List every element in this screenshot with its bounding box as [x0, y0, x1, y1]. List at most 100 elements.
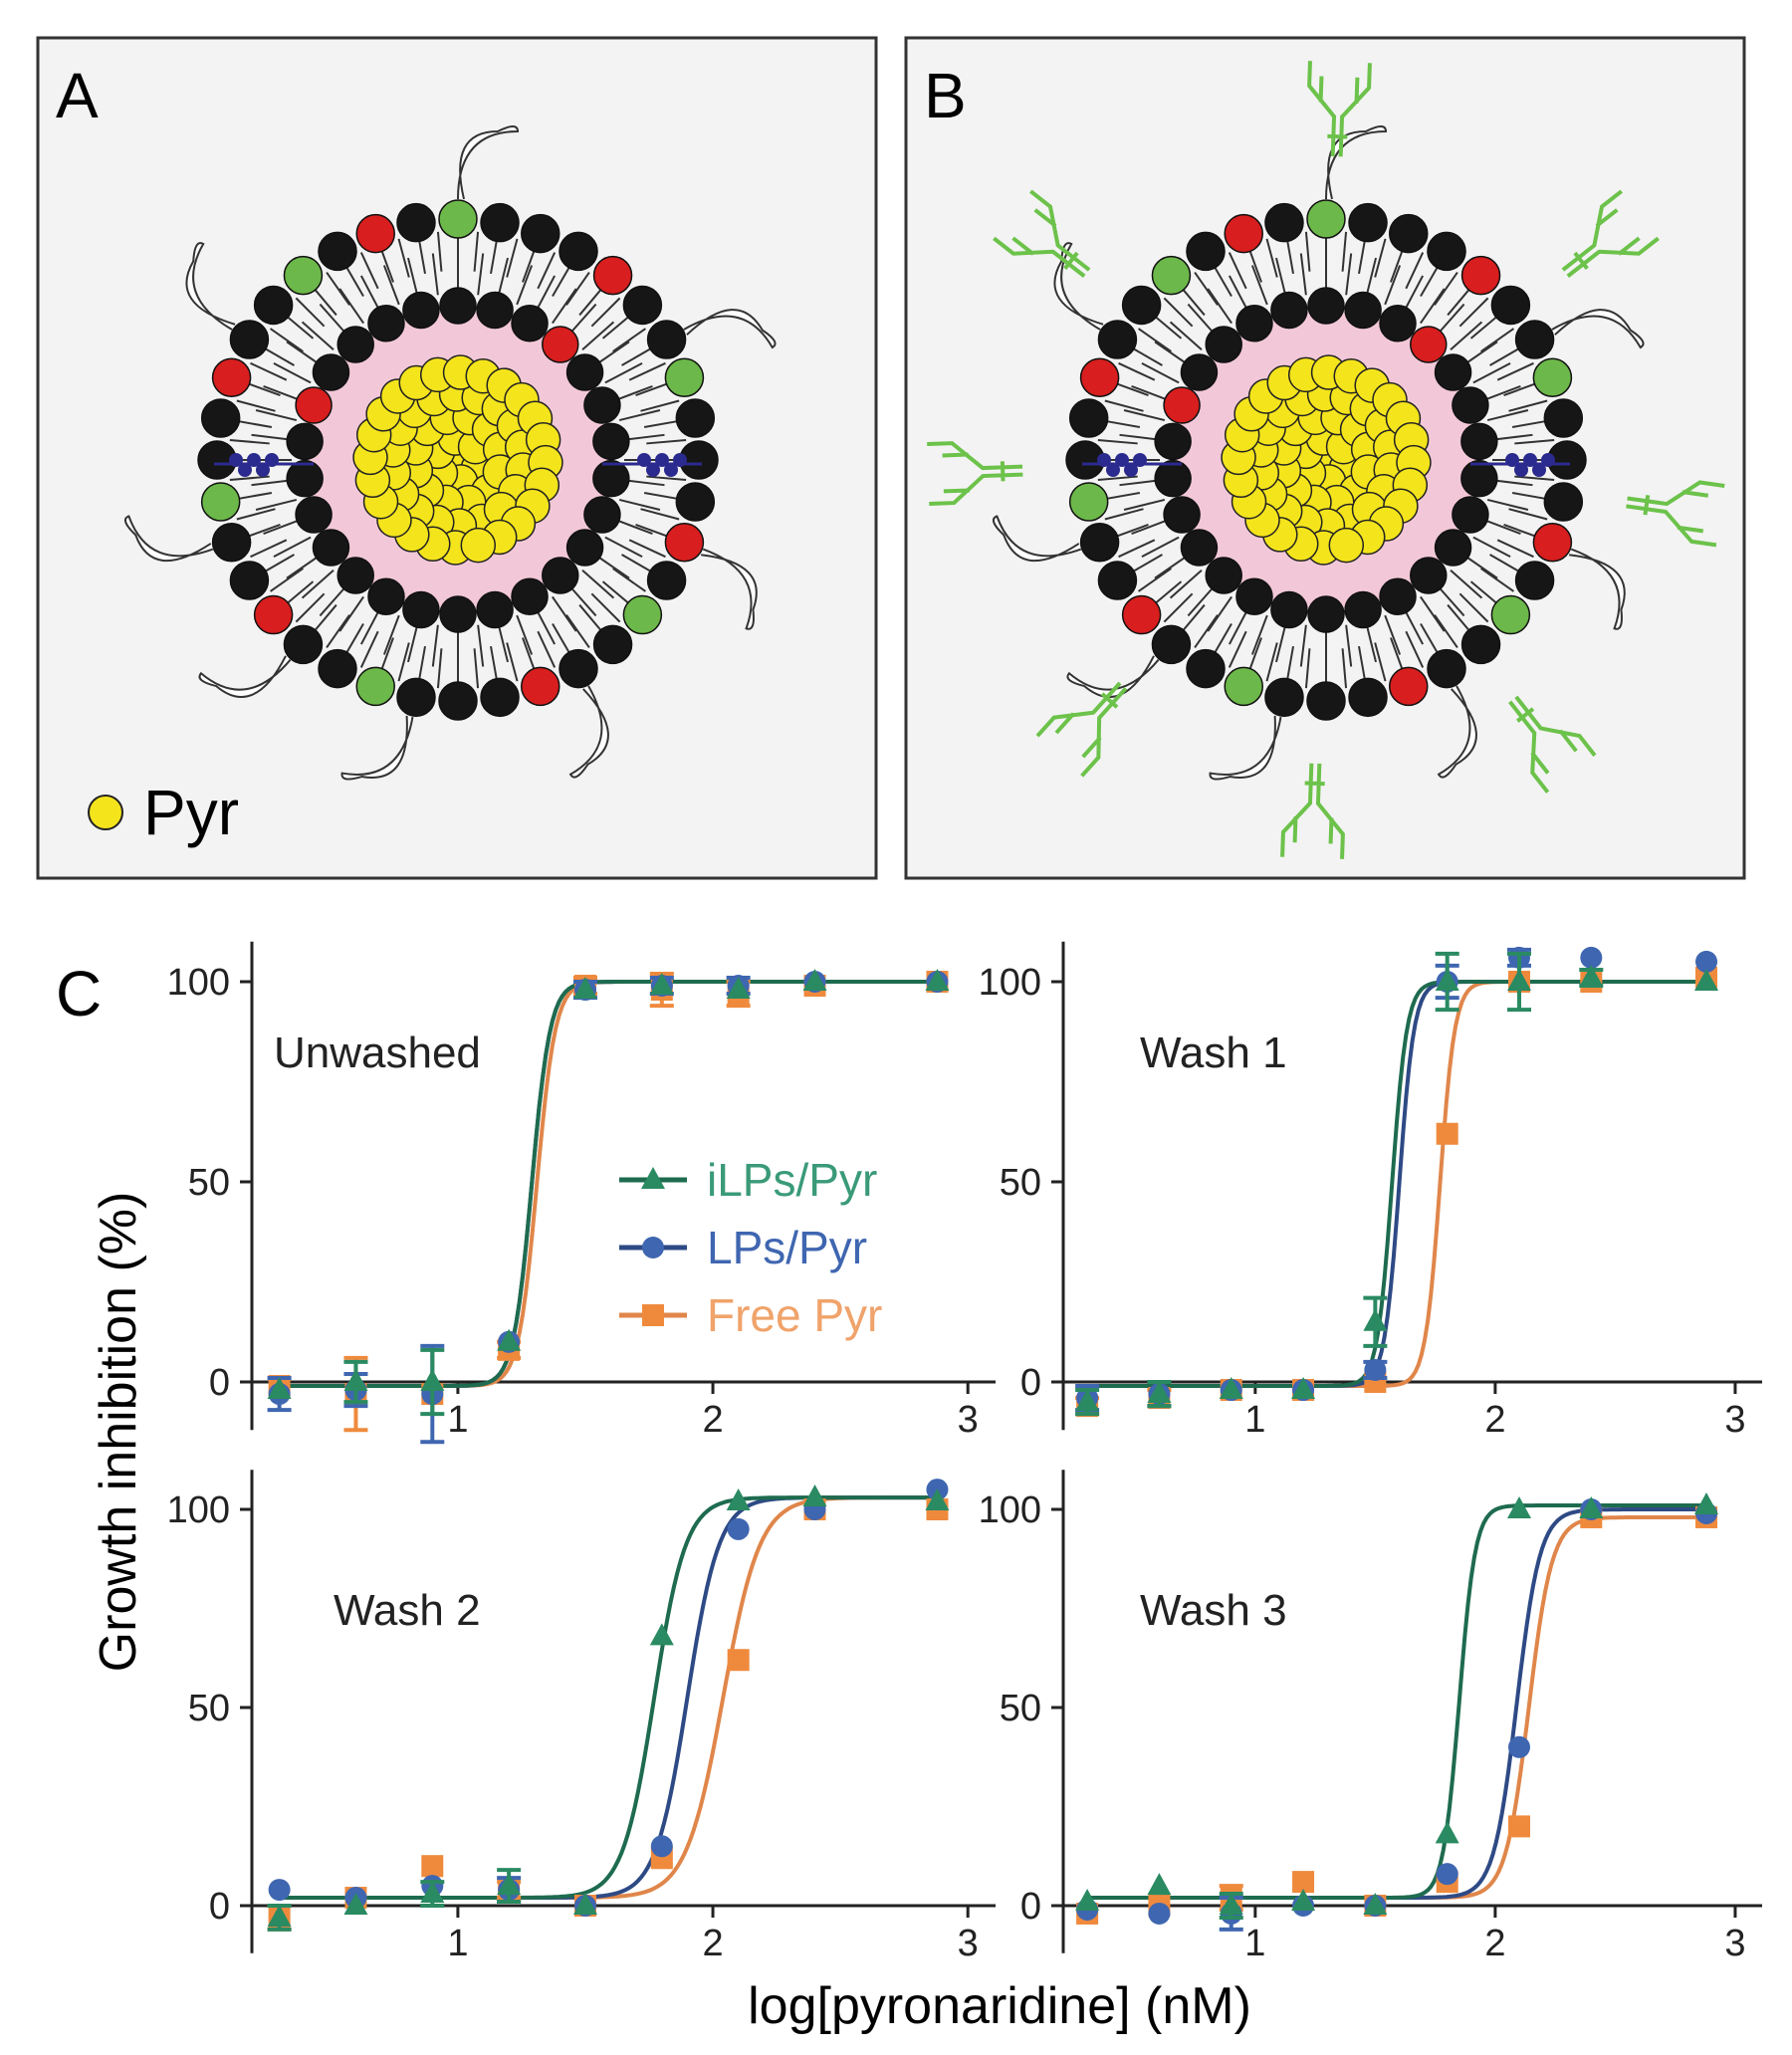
- lipid-tail: [1420, 595, 1446, 632]
- lipid-tail: [1345, 624, 1353, 667]
- y-axis-label: Growth inhibition (%): [90, 1192, 147, 1673]
- lipid-tail: [1228, 252, 1247, 290]
- antibody: [1035, 681, 1128, 778]
- lipid-tail: [431, 624, 439, 667]
- lipid-head: [1348, 202, 1388, 243]
- pyr-molecule: [1328, 527, 1365, 564]
- lipid-tail: [382, 614, 400, 655]
- lipid-tail: [552, 288, 577, 325]
- lipid-head: [1224, 213, 1263, 254]
- y-tick-label: 0: [209, 1886, 230, 1928]
- lipid-tail: [477, 624, 485, 667]
- lipid-head: [1068, 482, 1109, 522]
- lipid-tail: [1514, 475, 1555, 482]
- lipid-tail: [473, 648, 480, 689]
- lipid-tail: [236, 508, 276, 521]
- lipid-tail: [1420, 288, 1446, 325]
- y-tick-label: 50: [1000, 1688, 1041, 1729]
- lipid-head: [336, 326, 374, 363]
- lipid-head: [1389, 213, 1429, 254]
- lipid-tail: [618, 409, 661, 422]
- lipid-head: [1460, 255, 1501, 296]
- data-point-lps: [1436, 1863, 1458, 1886]
- antibody-shape: [1035, 681, 1128, 778]
- lipid-tail: [1402, 606, 1425, 645]
- peg-chain: [1437, 685, 1477, 779]
- y-tick-label: 100: [979, 962, 1041, 1004]
- lipid-tail: [1169, 569, 1203, 599]
- data-point-ilps: [1579, 964, 1604, 987]
- lipid-tail: [273, 536, 312, 559]
- lipid-tail: [1265, 238, 1278, 278]
- lipid-head: [211, 523, 252, 563]
- lipid-head: [396, 202, 436, 243]
- lipid-head: [1306, 681, 1346, 721]
- data-point-lps: [1508, 1735, 1530, 1758]
- lipid-head: [355, 213, 395, 254]
- y-tick-label: 0: [1020, 1362, 1041, 1404]
- lipid-tail: [1154, 341, 1191, 366]
- fit-curve-ilps: [1087, 980, 1706, 1388]
- lipid-tail: [581, 569, 615, 599]
- anchor-molecule: [664, 463, 678, 477]
- lipid-tail: [1472, 361, 1511, 384]
- subplot-title: Wash 1: [1140, 1028, 1287, 1077]
- lipid-tail: [565, 614, 590, 648]
- lipid-tail: [1169, 321, 1203, 351]
- data-point-lps: [1695, 950, 1718, 973]
- lipid-head: [1097, 320, 1138, 359]
- lipid-tail: [397, 642, 410, 682]
- lipid-tail: [1480, 384, 1521, 402]
- peg-chain: [701, 548, 758, 630]
- lipid-tail: [1384, 265, 1402, 306]
- x-tick-label: 3: [1724, 1399, 1745, 1441]
- fit-curve-ilps: [279, 980, 938, 1388]
- antibody-shape: [1508, 695, 1597, 794]
- lipid-tail: [1434, 614, 1458, 648]
- antibody-shape: [993, 189, 1091, 278]
- lipid-tail: [537, 630, 557, 668]
- data-point-ilps: [1075, 1389, 1100, 1412]
- lipid-head: [312, 353, 350, 391]
- anchor-molecule: [646, 463, 660, 477]
- lipid-head: [396, 677, 436, 718]
- data-point-lps: [1148, 1902, 1171, 1925]
- lipid-head: [318, 648, 357, 689]
- lipid-head: [229, 320, 270, 359]
- peg-chain: [1209, 715, 1282, 781]
- peg-chain: [1053, 242, 1104, 331]
- lipid-tail: [612, 568, 646, 592]
- peg-chain: [340, 715, 414, 781]
- lipid-tail: [1228, 275, 1250, 314]
- lipid-tail: [263, 384, 304, 402]
- lipid-head: [1151, 624, 1192, 665]
- lipid-tail: [359, 606, 382, 645]
- lipid-tail: [1486, 409, 1529, 422]
- lipid-head: [646, 320, 687, 359]
- lipid-tail: [537, 252, 557, 290]
- lipid-tail: [250, 539, 288, 559]
- x-tick-label: 2: [1484, 1399, 1505, 1441]
- panel-b: B: [904, 36, 1746, 880]
- data-point-lps: [268, 1879, 291, 1902]
- x-tick-label: 2: [1484, 1923, 1505, 1964]
- lipid-head: [542, 557, 579, 594]
- lipid-tail: [1119, 479, 1162, 487]
- lipid-head: [295, 386, 333, 424]
- fit-curve-free: [279, 1495, 938, 1900]
- lipid-tail: [1299, 624, 1307, 667]
- data-point-ilps: [343, 1893, 368, 1915]
- subplot-title: Wash 3: [1140, 1586, 1287, 1635]
- lipid-head: [283, 624, 324, 665]
- data-point-ilps: [572, 977, 597, 1000]
- y-tick-label: 50: [188, 1162, 230, 1204]
- lipid-tail: [1118, 539, 1156, 559]
- lipid-tail: [295, 592, 326, 623]
- lipid-head: [521, 213, 560, 254]
- lipid-tail: [566, 583, 597, 617]
- antibody: [1307, 61, 1372, 157]
- lipid-head: [1344, 590, 1382, 629]
- lipid-tail: [1138, 328, 1172, 352]
- lipid-tail: [1141, 361, 1180, 384]
- lipid-tail: [1207, 595, 1232, 632]
